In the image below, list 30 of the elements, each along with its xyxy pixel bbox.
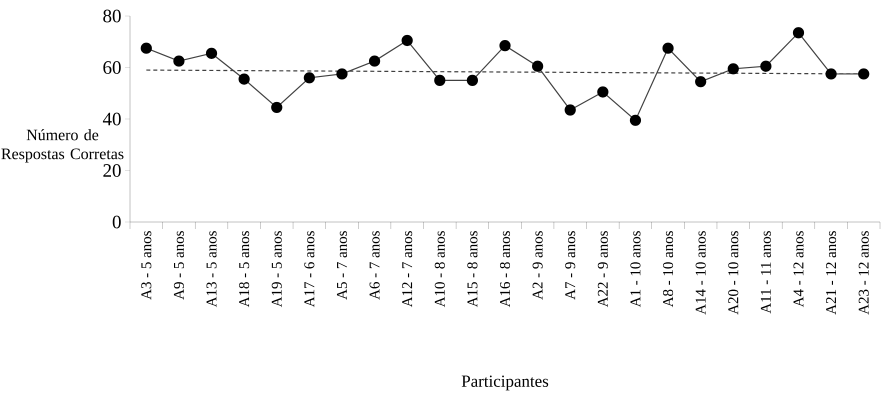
x-tick-label: A8 - 10 anos [663, 231, 674, 308]
x-tick-label: A1 - 10 anos [630, 231, 640, 308]
x-tick-label: A18 - 5 anos [239, 231, 250, 308]
x-tick-label: A11 - 11 anos [760, 231, 771, 314]
x-tick-label: A7 - 9 anos [565, 231, 576, 300]
x-tick-label: A12 - 7 anos [402, 231, 412, 308]
y-axis-title: Número de Respostas Corretas [1, 129, 124, 162]
x-tick-label: A22 - 9 anos [598, 231, 608, 308]
x-tick-label: A20 - 10 anos [728, 231, 738, 315]
y-tick-label: 60 [103, 61, 121, 74]
y-tick-label: 0 [112, 216, 121, 228]
x-tick-label: A21 - 12 anos [826, 231, 836, 315]
x-tick-label: A9 - 5 anos [174, 231, 184, 300]
x-tick-label: A4 - 12 anos [793, 231, 804, 308]
y-tick-label: 40 [102, 112, 121, 126]
x-tick-label: A13 - 5 anos [206, 231, 217, 308]
y-tick-label: 20 [103, 164, 121, 177]
x-axis-title: Participantes [462, 376, 548, 390]
x-tick-label: A16 - 8 anos [500, 231, 510, 308]
x-tick-label: A19 - 5 anos [272, 231, 282, 308]
x-tick-label: A14 - 10 anos [696, 231, 706, 315]
y-tick-label: 80 [103, 10, 121, 22]
x-tick-label: A6 - 7 anos [370, 231, 380, 300]
x-tick-label: A10 - 8 anos [434, 231, 445, 308]
x-tick-label: A23 - 12 anos [858, 231, 869, 315]
x-tick-label: A15 - 8 anos [467, 231, 478, 308]
x-tick-label: A3 - 5 anos [141, 231, 152, 300]
x-tick-label: A5 - 7 anos [336, 231, 347, 300]
x-tick-label: A17 - 6 anos [304, 231, 314, 308]
x-tick-label: A2 - 9 anos [532, 231, 543, 300]
